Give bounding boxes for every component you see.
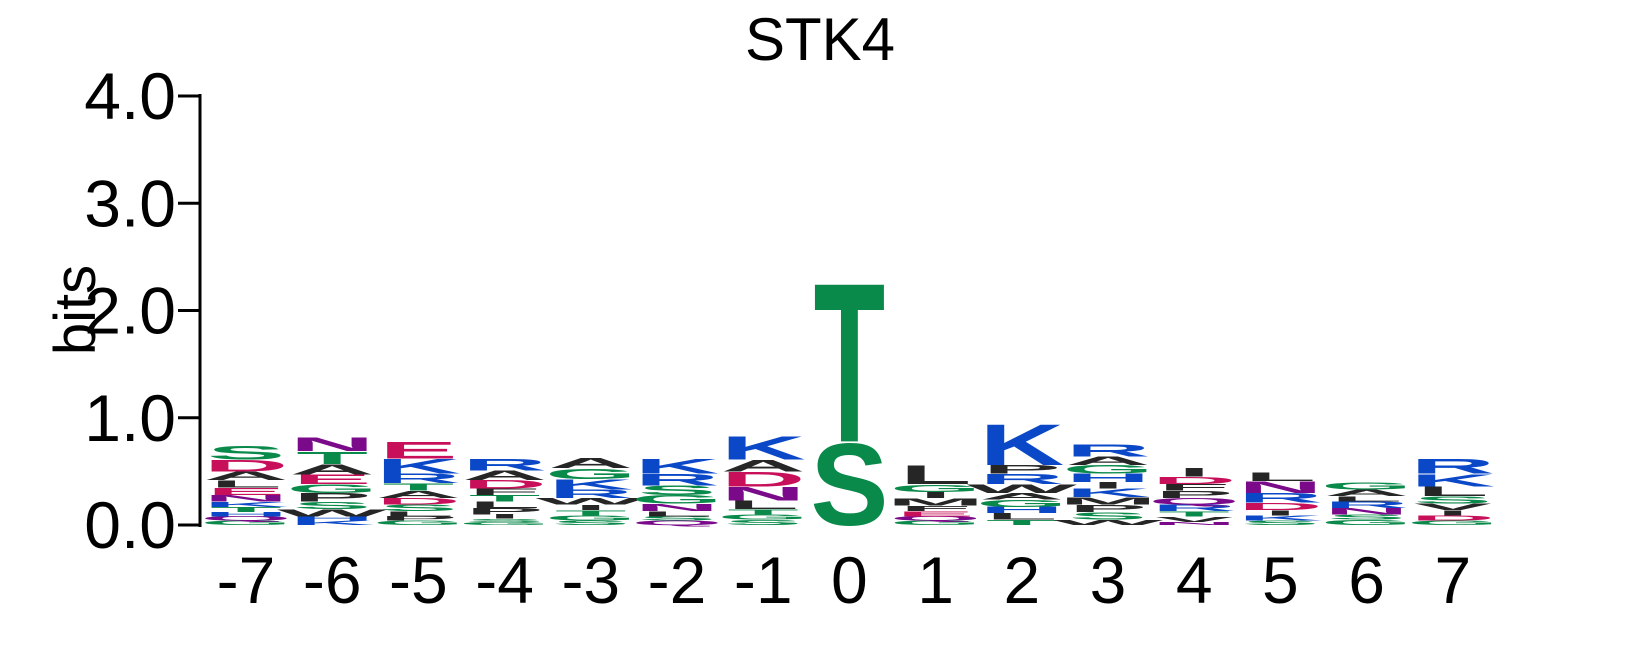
residue-letter: K (980, 412, 1065, 478)
residue-letter: I (1178, 466, 1211, 479)
chart-title: STK4 (745, 6, 895, 73)
x-tick-label: -6 (303, 543, 362, 617)
residue-letter: S (207, 442, 285, 464)
letter-stack: GSNRLAG (1321, 480, 1412, 526)
residue-letter: R (1066, 440, 1151, 460)
x-tick-label: 2 (1003, 543, 1040, 617)
residue-letter: K (721, 430, 806, 467)
y-tick-label: 2.0 (84, 274, 176, 348)
x-tick-label: -5 (389, 543, 448, 617)
x-axis: -7 -6 -5 -4 -3 -2 -1 0 1 2 3 4 5 6 7 (217, 543, 1472, 617)
residue-letter: E (379, 437, 457, 464)
y-tick-label: 0.0 (84, 488, 176, 562)
x-tick-label: 1 (917, 543, 954, 617)
y-axis: 0.0 1.0 2.0 3.0 4.0 (84, 59, 200, 562)
residue-letter: R (462, 455, 547, 474)
x-tick-label: 7 (1434, 543, 1471, 617)
x-tick-label: 3 (1090, 543, 1127, 617)
residue-letter: L (900, 460, 972, 490)
y-tick-label: 1.0 (84, 381, 176, 455)
x-tick-label: 4 (1176, 543, 1213, 617)
y-tick-label: 3.0 (84, 166, 176, 240)
x-tick-label: -4 (475, 543, 534, 617)
residue-letter: T (814, 236, 886, 490)
letter-stack: TLHGAWRPK (967, 412, 1078, 527)
residue-letter: N (290, 433, 375, 455)
residue-letter: A (548, 455, 633, 472)
x-tick-label: 0 (831, 543, 868, 617)
x-tick-label: 5 (1262, 543, 1299, 617)
x-tick-label: -7 (217, 543, 276, 617)
letter-stacks: GQHTKNELADSKHWSPGEATNGPLSDATRKEGSIPLTFDA… (200, 236, 1498, 550)
residue-letter: L (1245, 470, 1317, 483)
letter-stack: ST (810, 236, 888, 550)
letter-stack: GSIPLTFDAR (459, 455, 550, 526)
y-tick-label: 4.0 (84, 59, 176, 133)
x-tick-label: -3 (561, 543, 620, 617)
residue-letter: G (1321, 480, 1412, 492)
x-tick-label: -1 (734, 543, 793, 617)
residue-letter: R (1411, 455, 1496, 478)
residue-letter: K (635, 455, 720, 478)
x-tick-label: 6 (1348, 543, 1385, 617)
x-tick-label: -2 (648, 543, 707, 617)
